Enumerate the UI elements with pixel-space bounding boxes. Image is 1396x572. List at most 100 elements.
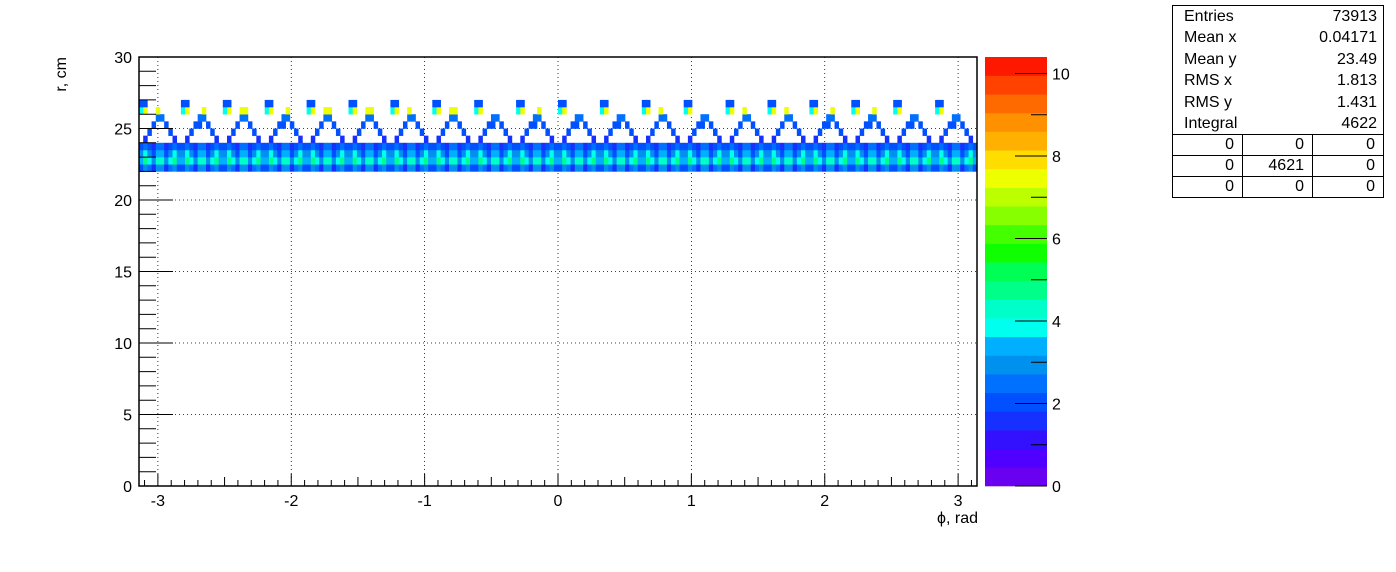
heatmap-cell	[327, 157, 333, 165]
heatmap-cell	[453, 107, 458, 115]
heatmap-cell	[432, 157, 437, 165]
heatmap-cell	[243, 157, 249, 165]
heatmap-cell	[386, 164, 391, 172]
heatmap-cell	[260, 142, 265, 151]
heatmap-cell	[453, 114, 458, 122]
heatmap-cell	[252, 157, 257, 165]
palette-swatch	[985, 318, 1047, 338]
heatmap-cell	[189, 164, 194, 172]
heatmap-cell	[193, 157, 198, 165]
heatmap-cell	[725, 149, 731, 158]
heatmap-cell	[780, 121, 785, 129]
heatmap-cell	[683, 107, 689, 115]
heatmap-cell	[323, 142, 328, 151]
heatmap-cell	[558, 99, 563, 108]
heatmap-cell	[449, 157, 454, 165]
heatmap-cell	[310, 135, 316, 144]
heatmap-cell	[495, 142, 500, 151]
heatmap-cell	[436, 107, 441, 115]
heatmap-cell	[608, 164, 613, 172]
heatmap-cell	[377, 128, 383, 136]
heatmap-cell	[905, 164, 911, 172]
heatmap-cell	[897, 107, 902, 115]
heatmap-cell	[859, 128, 865, 136]
heatmap-cell	[612, 149, 617, 158]
heatmap-cell	[273, 149, 278, 158]
heatmap-cell	[562, 99, 567, 108]
heatmap-cell	[863, 164, 869, 172]
heatmap-cell	[641, 107, 647, 115]
heatmap-cell	[474, 164, 479, 172]
heatmap-cell	[558, 157, 563, 165]
heatmap-cell	[608, 128, 613, 136]
heatmap-cell	[478, 107, 483, 115]
heatmap-cell	[402, 149, 408, 158]
stats-row-mean-x: Mean x 0.04171	[1173, 27, 1383, 48]
heatmap-cell	[239, 164, 245, 172]
heatmap-cell	[268, 107, 274, 115]
palette-swatch	[985, 448, 1047, 468]
heatmap-cell	[327, 114, 333, 122]
overflow-cell: 0	[1313, 155, 1383, 176]
heatmap-cell	[574, 114, 580, 122]
heatmap-cell	[495, 164, 500, 172]
heatmap-cell	[901, 128, 907, 136]
heatmap-cell	[289, 164, 295, 172]
heatmap-cell	[482, 128, 488, 136]
heatmap-cell	[235, 164, 240, 172]
heatmap-cell	[658, 164, 664, 172]
heatmap-cell	[692, 128, 697, 136]
heatmap-cell	[926, 149, 932, 158]
heatmap-cell	[625, 164, 630, 172]
heatmap-cell	[604, 164, 609, 172]
heatmap-cell	[180, 99, 186, 108]
heatmap-cell	[641, 149, 647, 158]
palette-swatch	[985, 150, 1047, 170]
heatmap-cell	[725, 99, 731, 108]
heatmap-cell	[231, 164, 236, 172]
heatmap-cell	[281, 121, 286, 129]
stats-value: 4622	[1341, 114, 1377, 132]
heatmap-cell	[319, 149, 324, 158]
heatmap-cell	[436, 142, 441, 151]
heatmap-cell	[520, 99, 525, 108]
heatmap-cell	[964, 157, 969, 165]
heatmap-cell	[210, 128, 215, 136]
heatmap-cell	[620, 157, 626, 165]
heatmap-cell	[951, 157, 957, 165]
heatmap-cell	[478, 99, 483, 108]
heatmap-cell	[645, 157, 651, 165]
heatmap-cell	[273, 157, 278, 165]
heatmap-cell	[382, 142, 387, 151]
heatmap-cell	[842, 135, 848, 144]
heatmap-cell	[306, 164, 312, 172]
stats-label: Integral	[1184, 114, 1238, 132]
heatmap-cell	[562, 149, 567, 158]
heatmap-cell	[478, 164, 483, 172]
heatmap-cell	[369, 114, 374, 122]
heatmap-cell	[206, 121, 211, 129]
heatmap-cell	[319, 164, 324, 172]
heatmap-cell	[666, 149, 672, 158]
palette-swatch	[985, 168, 1047, 188]
heatmap-cell	[654, 142, 659, 151]
heatmap-cell	[834, 142, 840, 151]
heatmap-cell	[905, 149, 911, 158]
heatmap-cell	[746, 164, 752, 172]
stats-value: 0.04171	[1319, 29, 1377, 47]
heatmap-cell	[398, 128, 404, 136]
heatmap-cell	[872, 164, 877, 172]
heatmap-cell	[252, 142, 257, 151]
heatmap-cell	[566, 149, 571, 158]
heatmap-cell	[708, 157, 714, 165]
heatmap-cell	[252, 149, 257, 158]
heatmap-cell	[713, 149, 718, 158]
heatmap-cell	[214, 135, 219, 144]
heatmap-cell	[968, 157, 974, 165]
heatmap-cell	[595, 142, 601, 151]
heatmap-cell	[604, 142, 609, 151]
heatmap-cell	[771, 142, 777, 151]
heatmap-cell	[507, 164, 513, 172]
heatmap-cell	[331, 164, 337, 172]
heatmap-cell	[834, 157, 840, 165]
